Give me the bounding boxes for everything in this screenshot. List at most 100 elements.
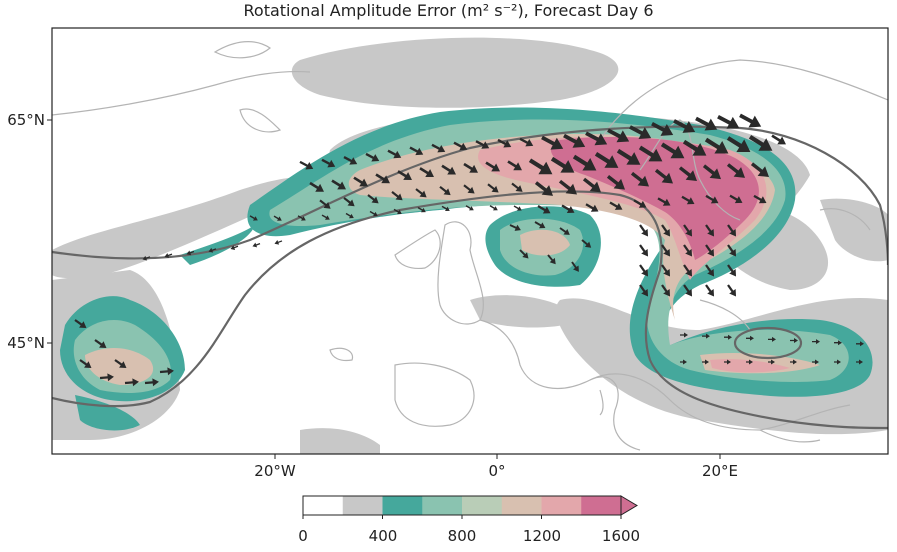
wind-vector-arrow bbox=[654, 168, 674, 184]
wind-vector-arrow bbox=[771, 134, 786, 145]
wind-vector-arrow bbox=[507, 160, 522, 171]
colorbar-tick-label: 400 bbox=[369, 527, 398, 545]
wind-vector-arrow bbox=[365, 152, 380, 162]
wind-vector-arrow bbox=[417, 206, 426, 213]
wind-vector-arrow bbox=[680, 359, 687, 365]
wind-vector-arrow bbox=[547, 254, 556, 265]
wind-vector-arrow bbox=[419, 167, 434, 177]
wind-vector-arrow bbox=[581, 239, 592, 248]
wind-vector-arrow bbox=[705, 194, 719, 204]
wind-vector-arrow bbox=[230, 245, 239, 250]
wind-vector-arrow bbox=[114, 359, 127, 369]
wind-vector-arrow bbox=[683, 284, 693, 297]
wind-vector-arrow bbox=[164, 253, 173, 258]
wind-vector-arrow bbox=[489, 205, 498, 211]
wind-vector-arrow bbox=[639, 244, 649, 257]
wind-vector-arrow bbox=[746, 359, 753, 365]
colorbar-extend-arrow bbox=[620, 495, 638, 516]
wind-vector-arrow bbox=[616, 148, 641, 165]
wind-vector-arrow bbox=[431, 143, 446, 153]
wind-vector-arrow bbox=[683, 244, 693, 257]
wind-vector-arrow bbox=[537, 205, 551, 214]
wind-vector-arrow bbox=[585, 203, 599, 212]
colorbar-segment bbox=[541, 496, 582, 515]
colorbar-segment bbox=[422, 496, 463, 515]
wind-vector-arrow bbox=[629, 125, 652, 140]
map-title: Rotational Amplitude Error (m² s⁻²), For… bbox=[243, 1, 654, 20]
colorbar-segment bbox=[303, 496, 344, 515]
wind-vector-arrow bbox=[343, 197, 355, 207]
wind-vector-arrow bbox=[186, 250, 195, 256]
wind-vector-arrow bbox=[465, 205, 474, 211]
wind-vector-arrow bbox=[834, 340, 842, 346]
wind-vector-arrow bbox=[812, 339, 820, 345]
colorbar-segment bbox=[462, 496, 503, 515]
wind-vector-arrow bbox=[144, 378, 159, 387]
colorbar-tick-label: 800 bbox=[448, 527, 477, 545]
wind-vector-arrow bbox=[724, 334, 732, 340]
wind-vector-arrow bbox=[274, 239, 283, 245]
wind-vector-arrow bbox=[252, 242, 261, 248]
wind-vector-arrow bbox=[353, 176, 368, 187]
wind-vector-arrow bbox=[702, 333, 710, 339]
coastline-layer bbox=[52, 41, 888, 451]
wind-vector-arrow bbox=[702, 164, 722, 180]
wind-vector-arrow bbox=[79, 359, 92, 369]
wind-vector-arrow bbox=[639, 284, 649, 297]
wind-vector-arrow bbox=[729, 194, 743, 204]
map-frame bbox=[51, 27, 889, 455]
wind-vector-arrow bbox=[321, 158, 336, 168]
wind-vector-arrow bbox=[511, 182, 523, 192]
wind-vector-arrow bbox=[683, 224, 693, 237]
wind-vector-arrow bbox=[705, 244, 715, 257]
wind-vector-arrow bbox=[319, 199, 331, 209]
wind-vector-arrow bbox=[633, 199, 647, 208]
vector-arrow-layer bbox=[74, 113, 864, 387]
wind-vector-arrow bbox=[572, 154, 597, 171]
wind-vector-arrow bbox=[594, 152, 619, 168]
wind-vector-arrow bbox=[748, 135, 773, 151]
wind-vector-arrow bbox=[519, 249, 529, 259]
wind-vector-arrow bbox=[393, 208, 402, 215]
wind-vector-arrow bbox=[453, 141, 468, 151]
wind-vector-arrow bbox=[681, 195, 695, 205]
colorbar-tick-label: 1200 bbox=[523, 527, 561, 545]
wind-vector-arrow bbox=[661, 284, 671, 297]
wind-vector-arrow bbox=[345, 212, 354, 219]
wind-vector-arrow bbox=[513, 205, 522, 211]
wind-vector-arrow bbox=[812, 359, 819, 365]
wind-vector-arrow bbox=[497, 138, 512, 148]
wind-vector-arrow bbox=[563, 133, 586, 148]
wind-vector-arrow bbox=[717, 114, 740, 129]
wind-vector-arrow bbox=[528, 158, 553, 175]
wind-vector-arrow bbox=[661, 264, 671, 277]
wind-vector-arrow bbox=[582, 177, 602, 193]
wind-vector-arrow bbox=[558, 179, 578, 195]
wind-vector-arrow bbox=[746, 335, 754, 341]
wind-vector-arrow bbox=[753, 194, 767, 204]
wind-vector-arrow bbox=[661, 244, 671, 257]
wind-vector-arrow bbox=[485, 161, 500, 172]
wind-vector-arrow bbox=[727, 224, 737, 237]
wind-vector-arrow bbox=[561, 204, 575, 213]
wind-vector-arrow bbox=[705, 224, 715, 237]
wind-vector-arrow bbox=[790, 338, 798, 343]
wind-vector-arrow bbox=[124, 378, 139, 387]
colorbar-segment bbox=[501, 496, 542, 515]
wind-vector-arrow bbox=[409, 146, 424, 156]
wind-vector-arrow bbox=[657, 197, 671, 206]
wind-vector-arrow bbox=[695, 116, 718, 131]
wind-vector-arrow bbox=[790, 359, 797, 365]
wind-vector-arrow bbox=[678, 166, 698, 181]
wind-vector-arrow bbox=[487, 183, 499, 193]
wind-vector-arrow bbox=[273, 215, 282, 221]
wind-vector-arrow bbox=[534, 221, 546, 229]
lon-tick-label: 20°W bbox=[254, 462, 296, 480]
wind-vector-arrow bbox=[727, 264, 737, 277]
wind-vector-arrow bbox=[375, 173, 390, 184]
colorbar-segment bbox=[382, 496, 423, 515]
wind-vector-arrow bbox=[750, 162, 770, 178]
wind-vector-arrow bbox=[331, 179, 346, 190]
wind-vector-arrow bbox=[541, 135, 564, 150]
